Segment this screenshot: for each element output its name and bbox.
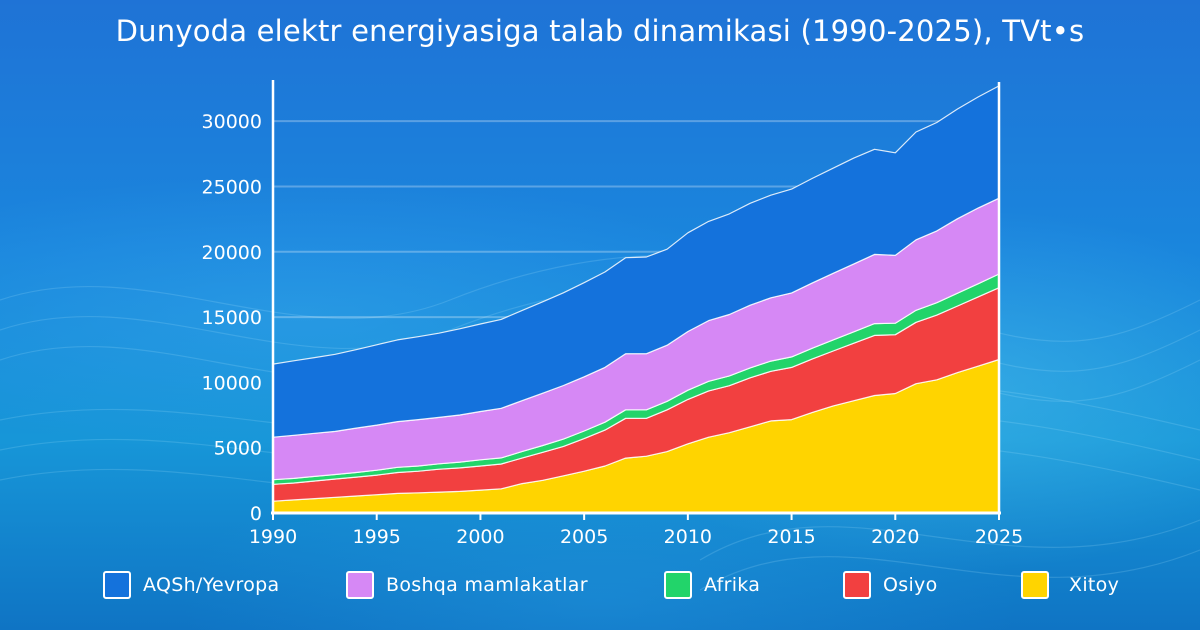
y-tick-label-15000: 15000: [202, 307, 262, 329]
legend: AQSh/Yevropa Boshqa mamlakatlar Afrika O…: [0, 568, 1200, 608]
series-areas: [272, 85, 1000, 514]
y-tick-label-5000: 5000: [214, 438, 262, 460]
x-tick-label-2025: 2025: [975, 526, 1023, 548]
legend-item-aqsh-yevropa: AQSh/Yevropa: [103, 568, 279, 602]
y-tick-label-30000: 30000: [202, 111, 262, 133]
chart-title: Dunyoda elektr energiyasiga talab dinami…: [115, 14, 1085, 48]
legend-label-boshqa-mamlakatlar: Boshqa mamlakatlar: [386, 574, 588, 596]
legend-swatch-afrika: [664, 571, 692, 599]
legend-label-osiyo: Osiyo: [883, 574, 938, 596]
y-tick-label-0: 0: [250, 503, 262, 525]
axes: [271, 80, 1001, 520]
legend-swatch-osiyo: [843, 571, 871, 599]
tick-labels: 0 5000 10000 15000 20000 25000 30000 1990 1995 20…: [202, 111, 1024, 548]
x-tick-label-2005: 2005: [560, 526, 608, 548]
x-tick-label-2015: 2015: [767, 526, 815, 548]
legend-swatch-boshqa-mamlakatlar: [346, 571, 374, 599]
legend-item-afrika: Afrika: [664, 568, 760, 602]
legend-swatch-xitoy: [1021, 571, 1049, 599]
legend-label-aqsh-yevropa: AQSh/Yevropa: [143, 574, 280, 596]
legend-label-xitoy: Xitoy: [1069, 574, 1120, 596]
legend-item-boshqa-mamlakatlar: Boshqa mamlakatlar: [346, 568, 588, 602]
x-tick-label-1995: 1995: [353, 526, 401, 548]
x-tick-label-2010: 2010: [664, 526, 712, 548]
legend-item-osiyo: Osiyo: [843, 568, 938, 602]
x-tick-label-2000: 2000: [456, 526, 504, 548]
x-tick-label-2020: 2020: [871, 526, 919, 548]
y-tick-label-25000: 25000: [202, 176, 262, 198]
y-tick-label-20000: 20000: [202, 242, 262, 264]
legend-label-afrika: Afrika: [704, 574, 761, 596]
y-tick-label-10000: 10000: [202, 372, 262, 394]
legend-swatch-aqsh-yevropa: [103, 571, 131, 599]
x-tick-label-1990: 1990: [249, 526, 297, 548]
legend-item-xitoy: Xitoy: [1021, 568, 1119, 602]
